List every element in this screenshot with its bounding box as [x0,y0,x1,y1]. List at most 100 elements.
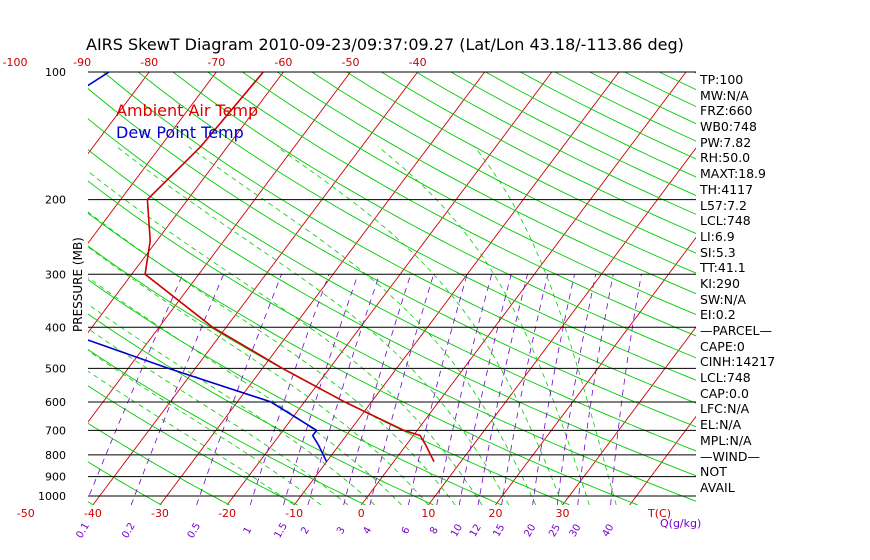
mixing-ratio-line [501,274,549,505]
pressure-tick-label: 1000 [38,490,66,503]
mixing-ratio-tick-label: 0.2 [120,521,137,540]
dry-adiabat-line [88,313,434,505]
pressure-tick-label: 900 [45,471,66,484]
mixing-ratio-tick-label: 20 [523,522,539,539]
dry-adiabat-line [103,72,696,404]
mixing-ratio-tick-label: 6 [400,525,413,536]
profiles [88,72,435,463]
moist-adiabat-line [88,211,456,505]
mixing-ratio-line [130,274,224,505]
dew-point-temp-line [88,72,328,463]
stat-item: EI:0.2 [700,307,736,323]
stat-item: WB0:748 [700,119,757,135]
dry-adiabat-line [88,461,162,505]
mixing-ratio-tick-label: 1 [242,525,255,536]
mixing-ratio-tick-label: 12 [468,522,484,539]
moist-adiabat-line [88,350,322,505]
moist-adiabat-line [88,370,295,505]
bottom-temp-tick-label: 0 [358,507,365,520]
mixing-ratio-tick-label: 2 [299,525,312,536]
mixing-ratio-tick-label: 30 [568,523,584,540]
stat-item: PW:7.82 [700,134,752,150]
stat-item: TH:4117 [700,181,754,197]
mixing-ratio-line [610,274,642,505]
mixing-ratio-line [369,274,435,505]
moist-adiabat-line [116,146,510,505]
isotherm-line [629,415,696,505]
dry-adiabat-line [88,212,638,505]
dry-adiabat-line [276,72,696,295]
mixing-ratio-tick-label: 3 [335,525,348,536]
stat-item: —WIND— [700,448,761,464]
legend-ambient-air-temp: Ambient Air Temp [116,101,259,120]
mixing-ratio-tick-label: 4 [361,525,374,536]
pressure-tick-label: 100 [45,66,66,79]
chart-title: AIRS SkewT Diagram 2010-09-23/09:37:09.2… [86,35,684,54]
moist-adiabat-line [88,328,349,505]
stat-item: L57:7.2 [700,197,747,213]
dry-adiabat-line [88,422,230,505]
bottom-temp-tick-label: 20 [488,507,502,520]
mixing-ratio-line [343,274,412,505]
isobars [88,71,696,497]
isotherm-line [92,72,418,505]
top-temp-tick-label: -90 [73,56,91,69]
pressure-tick-label: 500 [45,362,66,375]
dry-adiabat-line [88,118,696,452]
pressure-tick-label: 700 [45,424,66,437]
stat-item: TP:100 [700,72,744,87]
pressure-tick-label: 600 [45,396,66,409]
dry-adiabat-line [88,149,696,477]
mixing-ratio-tick-label: 15 [491,522,507,539]
mixing-ratio-unit-label: Q(g/kg) [660,517,701,530]
mixing-ratio-line [408,274,468,505]
stat-item: FRZ:660 [700,103,753,119]
temp-unit-label: T(C) [647,507,671,520]
axis-labels: 0.1 0.2 0.5 1 1.5 2 3 4 6 8 10 12 15 20 25 30 4010020030… [3,56,617,540]
y-axis-label: PRESSURE (MB) [71,237,85,332]
pressure-tick-label: 800 [45,449,66,462]
mixing-ratio-line [436,274,493,505]
bottom-temp-tick-label: -10 [285,507,303,520]
mixing-ratio-tick-label: 8 [428,525,441,536]
isotherm-line [293,72,620,505]
top-temp-tick-label: -70 [207,56,225,69]
pressure-tick-label: 200 [45,194,66,207]
dry-adiabat-line [242,72,696,315]
stat-item: EL:N/A [700,417,742,433]
mixing-ratio-line [532,274,575,505]
moist-adiabat-line [88,303,375,505]
mixing-ratio-line [556,274,597,505]
stat-item: AVAIL [700,479,735,495]
bottom-temp-tick-label: 10 [421,507,435,520]
stat-item: —PARCEL— [700,323,772,338]
mixing-ratio-tick-label: 0.5 [186,521,203,540]
stat-item: CINH:14217 [700,354,776,370]
top-temp-tick-label: -80 [140,56,158,69]
isotherm-line [88,72,284,334]
top-temp-tick-label: -100 [3,56,28,69]
stat-item: LI:6.9 [700,228,735,244]
dry-adiabat-line [88,385,298,505]
bottom-temp-tick-label: -40 [84,507,102,520]
dry-adiabat-line [346,72,696,254]
bottom-temp-tick-label: -50 [17,507,35,520]
bottom-temp-tick-label: -30 [151,507,169,520]
ambient-air-temp-line [144,72,435,463]
stat-item: TT:41.1 [700,260,746,276]
dry-adiabat-line [88,348,366,505]
isotherm-line [495,236,696,505]
mixing-ratio-line [477,274,528,505]
stat-item: LCL:748 [700,213,751,229]
pressure-tick-label: 300 [45,268,66,281]
stat-item: RH:50.0 [700,150,751,166]
mixing-ratio-line [307,274,380,505]
mixing-ratio-tick-label: 1.5 [273,521,290,540]
stat-item: SI:5.3 [700,244,736,260]
dry-adiabat-line [311,72,696,274]
isotherm-line [0,72,15,505]
isotherm-line [226,72,553,505]
mixing-ratio-line [283,274,359,505]
isotherm-line [428,147,696,505]
